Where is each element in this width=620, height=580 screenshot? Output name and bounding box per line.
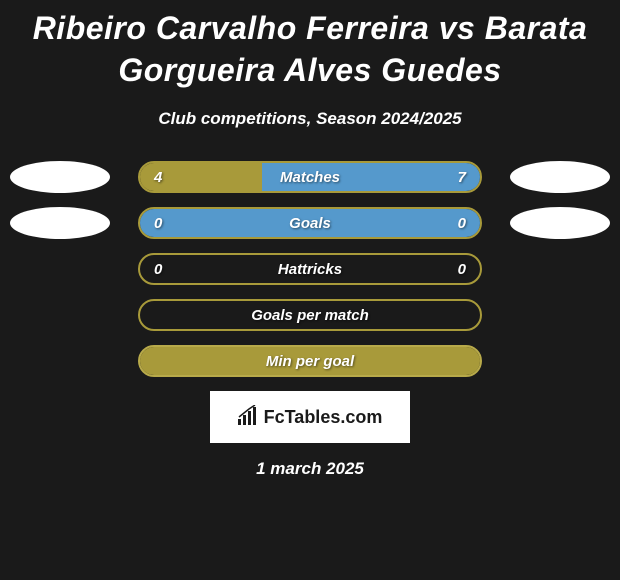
stat-bar: 0Hattricks0 xyxy=(138,253,482,285)
main-container: Ribeiro Carvalho Ferreira vs Barata Gorg… xyxy=(0,0,620,487)
stat-value-right: 7 xyxy=(458,169,466,186)
stat-label: Matches xyxy=(140,169,480,186)
logo-text: FcTables.com xyxy=(264,407,383,428)
stat-label: Min per goal xyxy=(140,353,480,370)
player-avatar-left xyxy=(10,207,110,239)
stat-value-right: 0 xyxy=(458,261,466,278)
chart-icon xyxy=(238,405,260,430)
stat-row: 0Goals0 xyxy=(0,207,620,239)
stats-area: 4Matches70Goals00Hattricks0Goals per mat… xyxy=(0,161,620,377)
stat-bar: Goals per match xyxy=(138,299,482,331)
player-avatar-left xyxy=(10,161,110,193)
stat-row: Min per goal xyxy=(0,345,620,377)
stat-label: Goals xyxy=(140,215,480,232)
stat-value-right: 0 xyxy=(458,215,466,232)
date-text: 1 march 2025 xyxy=(0,459,620,479)
stat-bar: 0Goals0 xyxy=(138,207,482,239)
player-avatar-right xyxy=(510,207,610,239)
player-avatar-right xyxy=(510,161,610,193)
stat-row: 0Hattricks0 xyxy=(0,253,620,285)
page-title: Ribeiro Carvalho Ferreira vs Barata Gorg… xyxy=(0,8,620,91)
stat-label: Goals per match xyxy=(140,307,480,324)
stat-bar: Min per goal xyxy=(138,345,482,377)
stat-label: Hattricks xyxy=(140,261,480,278)
subtitle: Club competitions, Season 2024/2025 xyxy=(0,109,620,129)
stat-row: 4Matches7 xyxy=(0,161,620,193)
stat-bar: 4Matches7 xyxy=(138,161,482,193)
logo-box[interactable]: FcTables.com xyxy=(210,391,410,443)
logo-content: FcTables.com xyxy=(238,405,383,430)
stat-row: Goals per match xyxy=(0,299,620,331)
